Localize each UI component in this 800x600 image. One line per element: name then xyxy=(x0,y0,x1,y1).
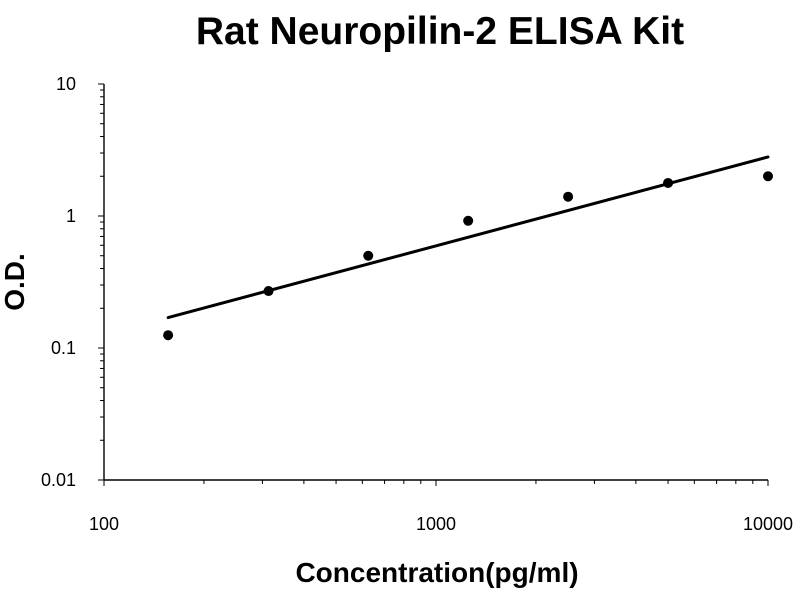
plot-area: 100 1000 10000 0.01 0.1 1 10 xyxy=(41,74,793,534)
data-point xyxy=(263,286,274,297)
data-point xyxy=(463,215,474,226)
x-tick-labels: 100 1000 10000 xyxy=(89,514,793,534)
y-tick-label: 0.01 xyxy=(41,470,76,490)
y-axis-title: O.D. xyxy=(0,253,30,311)
data-point xyxy=(563,191,574,202)
data-point xyxy=(763,171,773,182)
data-point xyxy=(163,330,174,341)
y-tick-labels: 0.01 0.1 1 10 xyxy=(41,74,76,490)
y-tick-label: 0.1 xyxy=(51,338,76,358)
x-tick-label: 10000 xyxy=(743,514,793,534)
trendline xyxy=(166,155,770,320)
data-points xyxy=(163,171,773,341)
y-ticks xyxy=(98,83,104,481)
data-point xyxy=(363,250,374,261)
chart-title: Rat Neuropilin-2 ELISA Kit xyxy=(196,10,684,53)
x-tick-label: 100 xyxy=(89,514,119,534)
y-tick-label: 1 xyxy=(66,206,76,226)
y-tick-label: 10 xyxy=(56,74,76,94)
x-tick-label: 1000 xyxy=(416,514,456,534)
x-axis-title: Concentration(pg/ml) xyxy=(295,557,578,588)
data-point xyxy=(663,177,674,188)
x-ticks xyxy=(103,480,769,486)
